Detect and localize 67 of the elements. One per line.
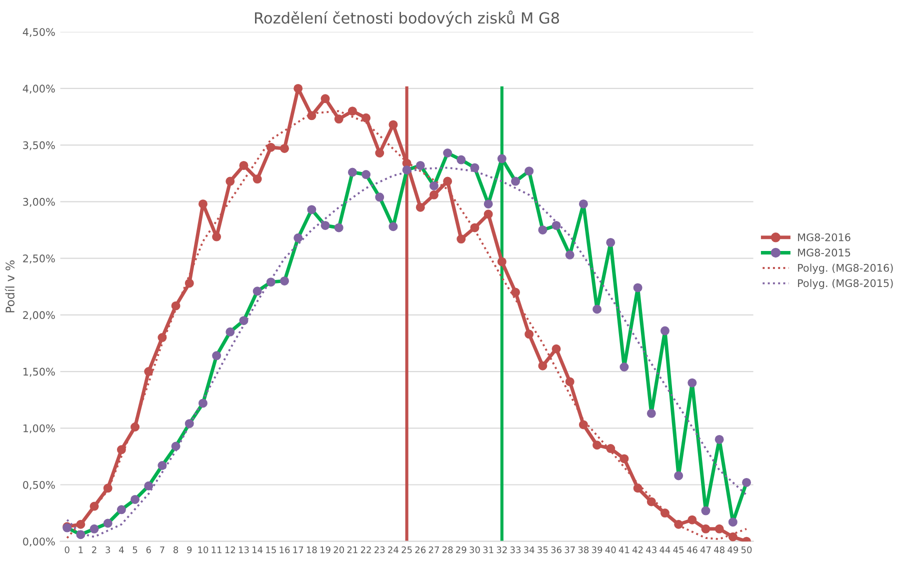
x-tick-label: 48 [714,546,724,554]
x-tick-label: 23 [374,546,385,554]
x-tick-label: 11 [212,546,222,554]
x-tick-label: 10 [198,546,208,554]
x-tick-label: 16 [280,546,290,554]
x-tick-label: 28 [442,546,453,554]
x-tick-label: 0 [64,546,70,554]
y-tick-label: 4,00% [22,84,55,94]
x-tick-label: 26 [415,546,426,554]
x-tick-label: 30 [470,546,480,554]
x-tick-label: 43 [646,546,656,554]
x-tick-label: 38 [578,546,589,554]
x-tick-label: 14 [252,546,263,554]
x-tick-label: 35 [538,546,548,554]
y-tick-label: 2,00% [23,311,55,320]
x-tick-label: 17 [293,546,304,554]
x-tick-label: 6 [146,546,151,554]
x-tick-label: 8 [174,546,178,554]
x-tick-label: 49 [728,546,738,554]
x-tick-label: 12 [225,546,235,554]
x-tick-label: 4 [119,546,124,554]
x-tick-label: 45 [673,546,684,554]
x-tick-label: 36 [551,546,562,554]
x-tick-label: 9 [187,546,192,554]
x-tick-label: 22 [360,546,371,554]
y-axis-title: Podíl v % [4,260,15,312]
y-tick-label: 4,50% [22,28,55,38]
x-tick-label: 39 [592,546,602,554]
y-tick-label: 0,50% [23,480,55,490]
y-tick-label: 1,00% [23,424,55,434]
x-tick-label: 1 [78,546,83,554]
x-tick-label: 46 [686,546,698,554]
x-tick-label: 41 [618,546,630,554]
x-tick-label: 7 [160,546,164,554]
y-tick-label: 1,50% [23,368,55,377]
y-tick-label: 2,50% [23,254,55,264]
legend-label: Polyg. (MG8-2015) [798,279,893,290]
x-tick-label: 47 [700,546,711,554]
x-tick-label: 13 [238,546,249,554]
x-tick-label: 31 [483,546,494,554]
x-tick-label: 19 [320,546,330,554]
x-tick-label: 37 [564,546,575,554]
x-tick-label: 21 [347,546,358,554]
x-tick-label: 3 [106,546,110,554]
x-tick-label: 5 [132,546,138,554]
x-tick-label: 40 [605,546,616,554]
x-tick-label: 34 [524,546,534,554]
legend-label: MG8-2016 [798,233,850,242]
x-tick-label: 2 [92,546,96,554]
x-tick-label: 20 [334,546,344,554]
x-tick-label: 32 [496,546,507,554]
legend-label: Polyg. (MG8-2016) [798,264,893,274]
y-tick-label: 3,50% [23,141,55,150]
x-tick-label: 29 [456,546,466,554]
x-tick-label: 44 [660,546,670,554]
chart-title: Rozdělení četnosti bodových zisků M G8 [255,10,560,27]
x-tick-label: 50 [741,546,752,554]
x-tick-label: 42 [632,546,643,554]
x-tick-label: 18 [306,546,317,554]
x-tick-label: 25 [402,546,412,554]
legend-label: MG8-2015 [798,248,850,257]
x-tick-label: 33 [510,546,521,554]
x-tick-label: 27 [428,546,439,554]
x-tick-label: 24 [388,546,398,554]
y-tick-label: 3,00% [23,198,55,207]
y-tick-label: 0,00% [23,538,55,547]
x-tick-label: 15 [266,546,276,554]
